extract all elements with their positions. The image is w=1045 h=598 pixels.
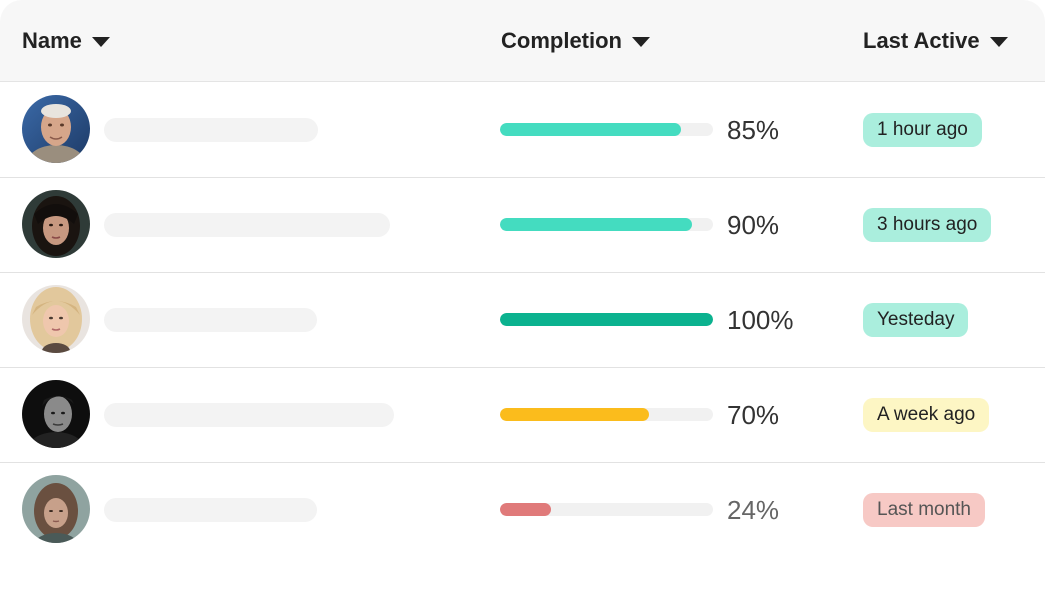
avatar bbox=[22, 190, 90, 258]
completion-percent: 100% bbox=[727, 305, 794, 335]
table-header: Name Completion Last Active bbox=[0, 0, 1045, 82]
column-header-completion[interactable]: Completion bbox=[501, 0, 650, 81]
column-header-label: Last Active bbox=[863, 27, 980, 53]
completion-bar-fill bbox=[500, 408, 650, 421]
completion-bar bbox=[500, 218, 713, 231]
last-active-badge: 3 hours ago bbox=[863, 208, 992, 242]
last-active-badge: A week ago bbox=[863, 398, 990, 432]
completion-percent: 24% bbox=[727, 495, 780, 525]
table-row[interactable]: 85% 1 hour ago bbox=[0, 82, 1045, 178]
completion-bar bbox=[500, 313, 713, 326]
caret-down-icon[interactable] bbox=[632, 36, 650, 47]
avatar bbox=[22, 95, 90, 163]
completion-percent: 90% bbox=[727, 210, 780, 240]
name-placeholder bbox=[104, 118, 318, 142]
completion-bar-fill bbox=[500, 218, 692, 231]
table-row[interactable]: 90% 3 hours ago bbox=[0, 177, 1045, 273]
column-header-name[interactable]: Name bbox=[22, 0, 110, 81]
column-header-last-active[interactable]: Last Active bbox=[863, 0, 1008, 81]
last-active-badge: Yesteday bbox=[863, 303, 969, 337]
caret-down-icon[interactable] bbox=[91, 36, 110, 47]
completion-bar-fill bbox=[500, 313, 713, 326]
completion-bar-fill bbox=[500, 503, 552, 516]
column-header-label: Completion bbox=[501, 27, 622, 53]
last-active-badge: 1 hour ago bbox=[863, 113, 982, 147]
avatar bbox=[22, 285, 90, 353]
completion-percent: 85% bbox=[727, 115, 780, 145]
completion-bar bbox=[500, 503, 713, 516]
completion-bar bbox=[500, 408, 713, 421]
completion-percent: 70% bbox=[727, 400, 780, 430]
name-placeholder bbox=[104, 403, 394, 427]
name-placeholder bbox=[104, 498, 317, 522]
table-row[interactable]: 100% Yesteday bbox=[0, 272, 1045, 368]
column-header-label: Name bbox=[22, 27, 82, 53]
completion-bar-fill bbox=[500, 123, 682, 136]
avatar bbox=[22, 380, 90, 448]
table-row[interactable]: 70% A week ago bbox=[0, 367, 1045, 463]
name-placeholder bbox=[104, 308, 317, 332]
avatar bbox=[22, 475, 90, 543]
caret-down-icon[interactable] bbox=[989, 36, 1008, 47]
table-row[interactable]: 24% Last month bbox=[0, 462, 1045, 557]
last-active-badge: Last month bbox=[863, 493, 985, 527]
completion-bar bbox=[500, 123, 713, 136]
name-placeholder bbox=[104, 213, 390, 237]
